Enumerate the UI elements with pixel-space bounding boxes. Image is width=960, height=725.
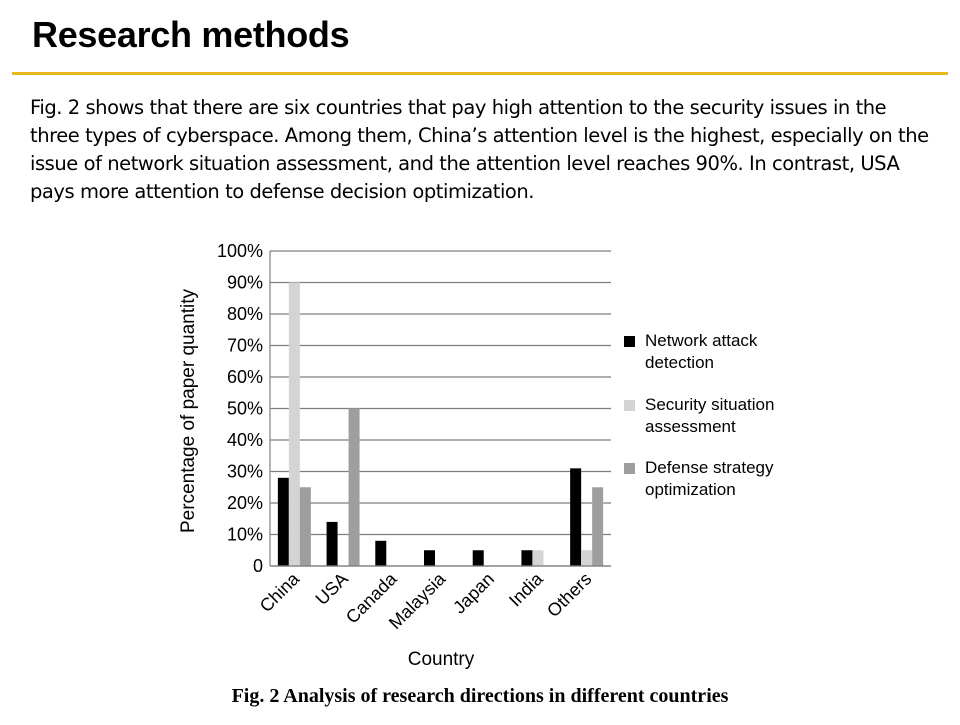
body-paragraph: Fig. 2 shows that there are six countrie… — [30, 96, 929, 203]
y-tick-label: 100% — [217, 241, 263, 261]
legend-swatch — [624, 400, 635, 411]
bar-china-series-2 — [288, 282, 300, 566]
y-tick-label: 0 — [253, 556, 263, 576]
y-tick-label: 60% — [227, 367, 263, 387]
bar-india-series-1 — [521, 550, 533, 566]
legend-swatch — [624, 336, 635, 347]
x-tick-label: China — [256, 568, 304, 616]
bar-canada-series-1 — [375, 540, 387, 566]
x-axis-label: Country — [408, 649, 475, 670]
legend-label: Network attack detection — [645, 331, 758, 372]
axes — [269, 251, 611, 567]
bar-malaysia-series-1 — [424, 550, 435, 566]
x-tick-label: India — [505, 568, 547, 610]
bar-china-series-3 — [299, 487, 311, 566]
title-underline — [12, 72, 948, 75]
bar-usa-series-3 — [348, 408, 360, 566]
legend-label: Security situation assessment — [645, 395, 774, 436]
bar-india-series-2 — [532, 550, 544, 566]
legend: Network attack detection Security situatio… — [624, 331, 774, 499]
y-tick-label: 10% — [227, 525, 263, 545]
y-tick-label: 40% — [227, 430, 263, 450]
legend-swatch — [624, 463, 635, 474]
y-axis-label: Percentage of paper quantity — [178, 289, 199, 534]
bar-japan-series-1 — [472, 550, 484, 566]
x-tick-label: Japan — [449, 569, 498, 618]
y-tick-label: 20% — [227, 493, 263, 513]
y-tick-label: 70% — [227, 336, 263, 356]
x-tick-label: Others — [543, 569, 595, 621]
bar-usa-series-1 — [326, 521, 338, 566]
bar-others-series-1 — [570, 468, 582, 566]
y-tick-labels: 0 10% 20% 30% 40% 50% 60% 70% 80% 90% 100% — [217, 241, 263, 576]
bar-china-series-1 — [277, 477, 289, 566]
legend-label: Defense strategy optimization — [645, 458, 774, 499]
bars — [277, 282, 604, 566]
bar-others-series-2 — [581, 550, 593, 566]
y-tick-label: 90% — [227, 273, 263, 293]
gridlines — [270, 250, 611, 567]
bar-others-series-3 — [592, 487, 604, 566]
figure-caption: Fig. 2 Analysis of research directions i… — [231, 685, 729, 707]
y-tick-label: 50% — [227, 399, 263, 419]
x-tick-label: USA — [312, 569, 352, 609]
y-tick-label: 80% — [227, 304, 263, 324]
y-tick-label: 30% — [227, 462, 263, 482]
slide-title: Research methods — [32, 14, 350, 55]
